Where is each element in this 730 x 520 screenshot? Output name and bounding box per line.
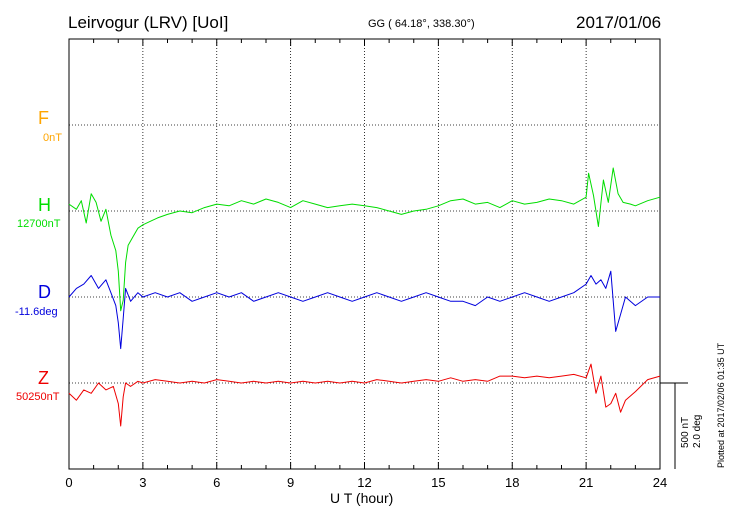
x-tick-label: 18 bbox=[505, 475, 519, 490]
series-line-h bbox=[68, 167, 661, 312]
x-tick-label: 15 bbox=[431, 475, 445, 490]
series-baseline-f: 0nT bbox=[43, 132, 62, 144]
scale-label-nt: 500 nT bbox=[680, 416, 691, 448]
x-tick-label: 9 bbox=[287, 475, 294, 490]
station-coordinates: GG ( 64.18°, 338.30°) bbox=[368, 18, 475, 30]
station-title: Leirvogur (LRV) [UoI] bbox=[68, 13, 229, 32]
scale-bar bbox=[660, 382, 688, 469]
scale-label-deg: 2.0 deg bbox=[692, 414, 703, 448]
x-tick-label: 21 bbox=[579, 475, 593, 490]
series-name-z: Z bbox=[38, 368, 49, 388]
series-baseline-h: 12700nT bbox=[17, 218, 61, 230]
x-axis-ticks: 0 3 6 9 12 15 18 21 24 bbox=[65, 39, 667, 490]
x-tick-label: 24 bbox=[653, 475, 667, 490]
series-name-f: F bbox=[38, 108, 49, 128]
series-baseline-d: -11.6deg bbox=[15, 306, 58, 318]
plot-frame bbox=[68, 38, 661, 470]
plotted-timestamp: Plotted at 2017/02/06 01:35 UT bbox=[716, 342, 726, 468]
series-line-z bbox=[68, 363, 661, 427]
series-baseline-z: 50250nT bbox=[16, 391, 60, 403]
grid-lines bbox=[69, 39, 660, 469]
series-line-d bbox=[68, 270, 660, 350]
x-tick-label: 6 bbox=[213, 475, 220, 490]
plot-date: 2017/01/06 bbox=[576, 13, 662, 32]
x-tick-label: 3 bbox=[139, 475, 146, 490]
series-name-h: H bbox=[38, 195, 51, 215]
x-tick-label: 0 bbox=[65, 475, 72, 490]
x-tick-label: 12 bbox=[357, 475, 371, 490]
series-lines bbox=[68, 167, 661, 427]
x-axis-label: U T (hour) bbox=[330, 490, 394, 506]
series-name-d: D bbox=[38, 282, 51, 302]
